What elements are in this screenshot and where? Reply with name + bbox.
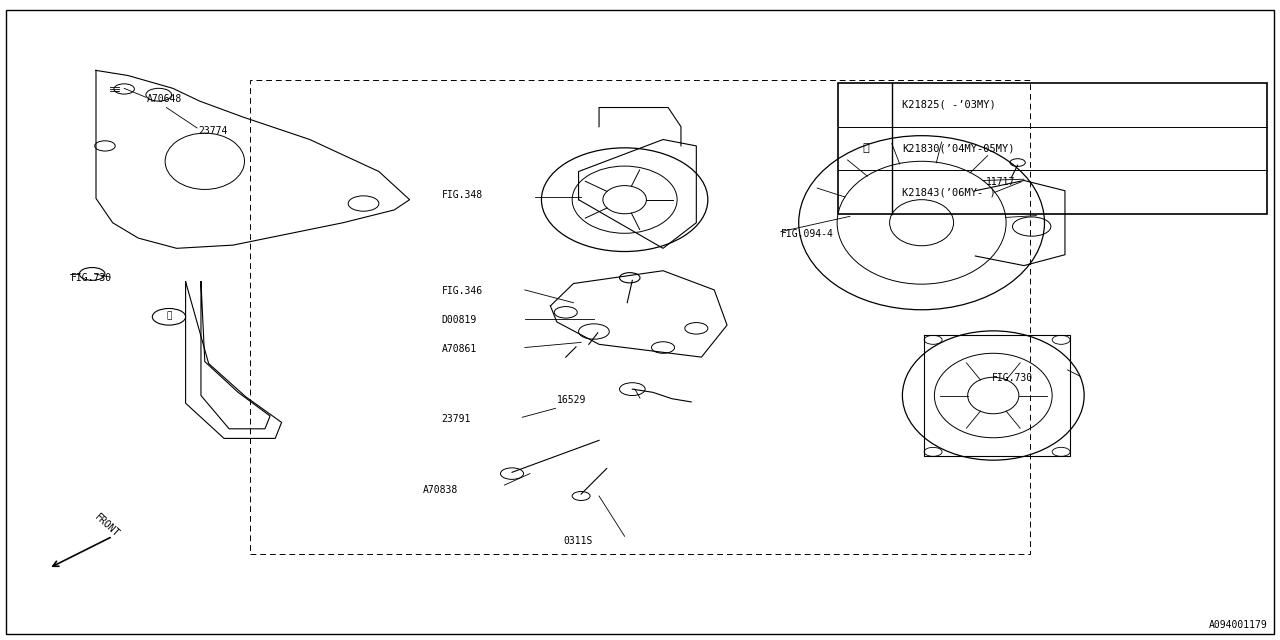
Bar bbox=[250, 80, 1030, 554]
Text: FIG.730: FIG.730 bbox=[992, 372, 1033, 383]
Text: 23791: 23791 bbox=[442, 414, 471, 424]
Text: FIG.346: FIG.346 bbox=[442, 286, 483, 296]
Text: 16529: 16529 bbox=[557, 395, 586, 405]
Text: A094001179: A094001179 bbox=[1208, 620, 1267, 630]
Text: K21825( -’03MY): K21825( -’03MY) bbox=[902, 100, 996, 110]
Text: ①: ① bbox=[166, 312, 172, 321]
Text: A70861: A70861 bbox=[442, 344, 477, 354]
Text: 23774: 23774 bbox=[198, 126, 228, 136]
Circle shape bbox=[152, 308, 186, 325]
Text: 11717: 11717 bbox=[986, 177, 1015, 188]
Text: FIG.094-4: FIG.094-4 bbox=[781, 228, 833, 239]
Text: FIG.730: FIG.730 bbox=[70, 273, 111, 284]
Text: FRONT: FRONT bbox=[92, 512, 120, 539]
Text: A70648: A70648 bbox=[147, 94, 183, 104]
Circle shape bbox=[114, 84, 134, 94]
Text: K21830(’04MY-05MY): K21830(’04MY-05MY) bbox=[902, 143, 1015, 154]
Text: ①: ① bbox=[861, 143, 869, 154]
Text: FIG.348: FIG.348 bbox=[442, 190, 483, 200]
Bar bbox=[838, 83, 1267, 214]
Text: A70838: A70838 bbox=[422, 484, 458, 495]
Text: K21843(’06MY- ): K21843(’06MY- ) bbox=[902, 187, 996, 197]
Circle shape bbox=[79, 268, 105, 280]
Text: 0311S: 0311S bbox=[563, 536, 593, 546]
Text: D00819: D00819 bbox=[442, 315, 477, 325]
